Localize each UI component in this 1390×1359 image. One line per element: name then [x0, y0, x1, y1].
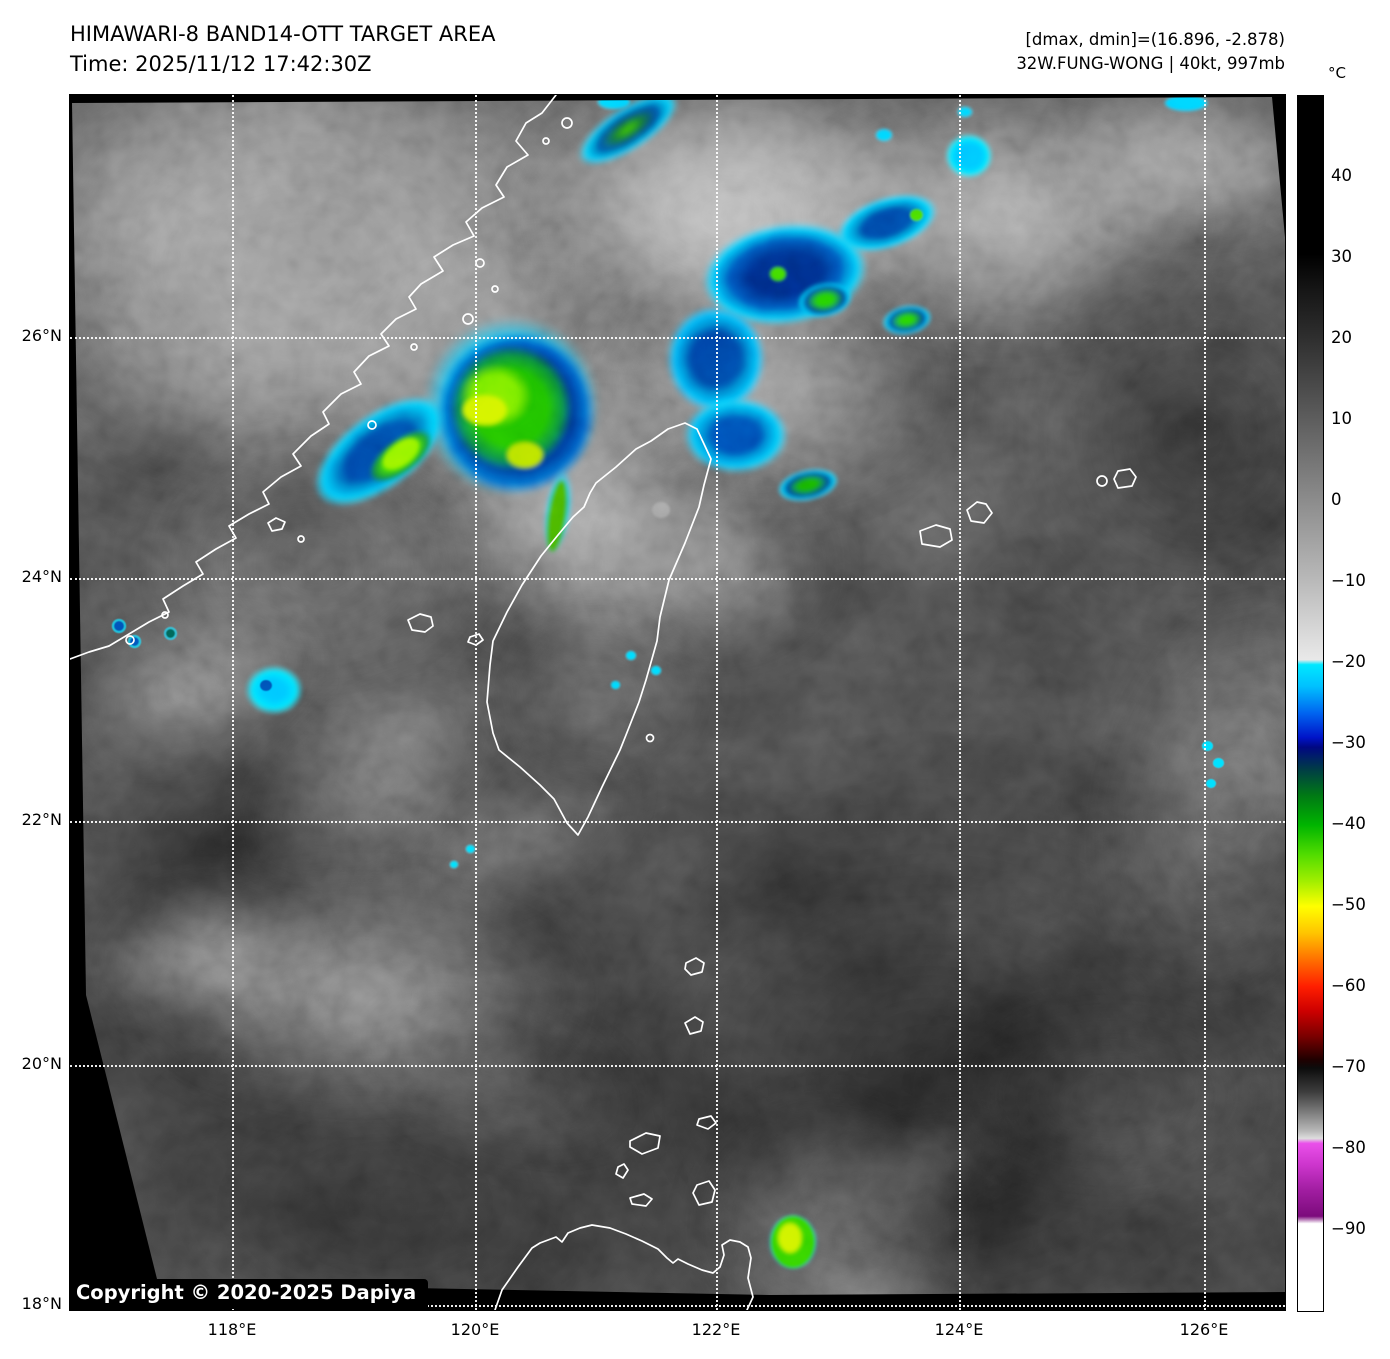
lon-label-126e: 126°E	[1179, 1320, 1229, 1339]
colorbar-tick-m70: −70	[1331, 1057, 1366, 1076]
colorbar-tick-m30: −30	[1331, 733, 1366, 752]
kinmen-island	[267, 517, 286, 532]
lat-label-24n: 24°N	[21, 567, 62, 586]
coastline-layer	[70, 95, 1137, 1310]
coastal-island	[462, 313, 474, 325]
china-coastline	[70, 95, 557, 660]
coastal-island	[410, 343, 418, 351]
storm-label: 32W.FUNG-WONG | 40kt, 997mb	[1016, 54, 1285, 73]
babuyan-island	[615, 1163, 629, 1179]
gridline-118e	[232, 95, 234, 1310]
lon-label-120e: 120°E	[450, 1320, 500, 1339]
satellite-plot: Copyright © 2020-2025 Dapiya	[69, 94, 1286, 1311]
miyako-islet	[1096, 475, 1108, 487]
babuyan-island	[629, 1193, 653, 1207]
lat-label-20n: 20°N	[21, 1054, 62, 1073]
babuyan-island	[629, 1132, 661, 1155]
luzon-coastline	[494, 1224, 754, 1310]
colorbar-unit-label: °C	[1328, 64, 1346, 82]
gridline-126e	[1204, 95, 1206, 1310]
colorbar-tick-20: 20	[1331, 328, 1352, 347]
coastal-island	[125, 635, 135, 645]
green-island	[645, 733, 655, 743]
temperature-colorbar	[1297, 95, 1324, 1312]
batan-islet	[684, 957, 705, 976]
taiwan-coastline	[486, 422, 712, 836]
lon-label-124e: 124°E	[934, 1320, 984, 1339]
colorbar-tick-m80: −80	[1331, 1138, 1366, 1157]
gridline-18n	[70, 1305, 1285, 1307]
babuyan-island	[692, 1180, 716, 1206]
coastal-island	[367, 420, 377, 430]
colorbar-tick-m10: −10	[1331, 571, 1366, 590]
lat-label-18n: 18°N	[21, 1294, 62, 1313]
gridline-26n	[70, 337, 1285, 339]
lat-label-26n: 26°N	[21, 326, 62, 345]
coastal-island	[491, 285, 499, 293]
cloud-texture-noise-fine	[72, 97, 1285, 1295]
page-title: HIMAWARI-8 BAND14-OTT TARGET AREA	[70, 22, 496, 46]
gridline-122e	[716, 95, 718, 1310]
gridline-124e	[959, 95, 961, 1310]
ishigaki-island	[966, 501, 993, 524]
colorbar-tick-m90: −90	[1331, 1219, 1366, 1238]
gridline-20n	[70, 1065, 1285, 1067]
colorbar-tick-m20: −20	[1331, 652, 1366, 671]
colorbar-tick-m60: −60	[1331, 976, 1366, 995]
coastal-island	[561, 117, 573, 129]
colorbar-tick-10: 10	[1331, 409, 1352, 428]
coastal-island	[297, 535, 305, 543]
colorbar-tick-40: 40	[1331, 166, 1352, 185]
batan-islet	[684, 1016, 704, 1035]
lon-label-122e: 122°E	[691, 1320, 741, 1339]
stats-label: [dmax, dmin]=(16.896, -2.878)	[1025, 30, 1286, 49]
colorbar-tick-m40: −40	[1331, 814, 1366, 833]
gridline-120e	[475, 95, 477, 1310]
babuyan-island	[696, 1115, 717, 1130]
colorbar-tick-0: 0	[1331, 490, 1342, 509]
coastal-island	[475, 258, 485, 268]
miyako-island	[1113, 468, 1137, 489]
colorbar-tick-30: 30	[1331, 247, 1352, 266]
gridline-24n	[70, 578, 1285, 580]
copyright-badge: Copyright © 2020-2025 Dapiya	[70, 1279, 429, 1309]
colorbar-tick-m50: −50	[1331, 895, 1366, 914]
gridline-22n	[70, 821, 1285, 823]
time-label: Time: 2025/11/12 17:42:30Z	[70, 52, 372, 76]
penghu-islands	[407, 613, 434, 633]
lon-label-118e: 118°E	[207, 1320, 257, 1339]
lat-label-22n: 22°N	[21, 810, 62, 829]
iriomote-island	[919, 524, 953, 548]
coastal-island	[542, 137, 550, 145]
